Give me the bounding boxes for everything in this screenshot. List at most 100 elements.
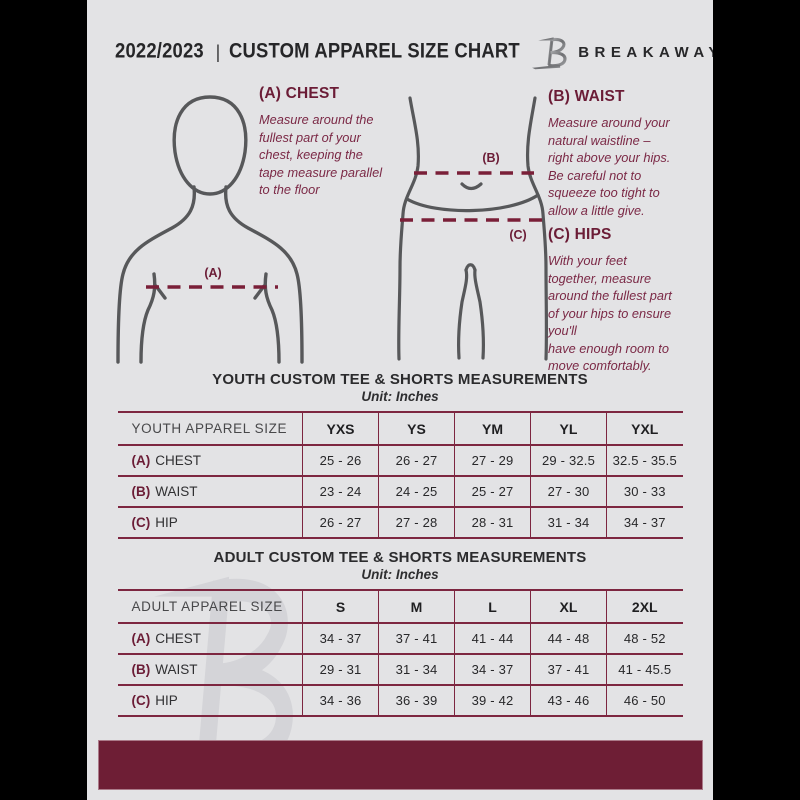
adult-size-m: M: [378, 590, 455, 623]
row-name: WAIST: [155, 484, 198, 499]
navel-curve: [460, 182, 483, 191]
row-label-chest: (A) CHEST: [118, 623, 303, 654]
row-name: WAIST: [155, 662, 198, 677]
adult-size-2xl: 2XL: [606, 590, 683, 623]
table-cell: 39 - 42: [454, 685, 531, 716]
waist-instruction-block: (B) WAIST Measure around your natural wa…: [548, 88, 704, 219]
adult-table-header-row: ADULT APPAREL SIZE S M L XL 2XL: [117, 590, 683, 623]
youth-measurements-section: YOUTH CUSTOM TEE & SHORTS MEASUREMENTS U…: [87, 371, 713, 539]
right-shoulder-line: [223, 185, 304, 364]
table-cell: 37 - 41: [530, 654, 607, 685]
hips-measure-label: (C): [509, 228, 526, 242]
row-prefix: (A): [131, 631, 151, 646]
table-cell: 41 - 45.5: [606, 654, 683, 685]
row-prefix: (B): [131, 662, 151, 677]
chest-heading: (A) CHEST: [259, 85, 340, 102]
adult-waist-row: (B) WAIST 29 - 31 31 - 34 34 - 37 37 - 41…: [117, 654, 683, 685]
table-cell: 36 - 39: [378, 685, 455, 716]
table-cell: 34 - 37: [454, 654, 531, 685]
breakaway-b-logo-icon: [532, 37, 567, 70]
table-cell: 43 - 46: [530, 685, 607, 716]
head-outline: [172, 95, 248, 196]
table-cell: 29 - 32.5: [530, 445, 607, 476]
table-cell: 31 - 34: [378, 654, 455, 685]
hips-instruction-block: (C) HIPS With your feet together, measur…: [548, 226, 708, 375]
waist-heading: (B) WAIST: [548, 88, 625, 105]
table-cell: 48 - 52: [606, 623, 683, 654]
adult-chest-row: (A) CHEST 34 - 37 37 - 41 41 - 44 44 - 48…: [117, 623, 683, 654]
row-name: HIP: [155, 515, 178, 530]
adult-size-table: ADULT APPAREL SIZE S M L XL 2XL (A) CHEST…: [117, 589, 683, 717]
row-prefix: (C): [131, 693, 151, 708]
season-label: 2022/2023: [115, 39, 204, 64]
brand-name: BREAKAWAY: [578, 43, 713, 61]
table-cell: 23 - 24: [302, 476, 379, 507]
table-cell: 25 - 27: [454, 476, 531, 507]
youth-size-table: YOUTH APPAREL SIZE YXS YS YM YL YXL (A) C…: [117, 411, 683, 539]
adult-unit-label: Unit: Inches: [361, 567, 439, 582]
table-cell: 30 - 33: [606, 476, 683, 507]
hips-heading: (C) HIPS: [548, 226, 612, 243]
youth-unit-label: Unit: Inches: [361, 389, 439, 404]
adult-measurements-section: ADULT CUSTOM TEE & SHORTS MEASUREMENTS U…: [87, 549, 713, 717]
youth-size-yxl: YXL: [606, 412, 683, 445]
measurement-diagram-section: (A) (B) (C) (A) CHEST: [87, 78, 713, 373]
adult-size-xl: XL: [530, 590, 607, 623]
hips-instruction-text: With your feet together, measure around …: [548, 253, 672, 374]
table-cell: 26 - 27: [302, 507, 379, 538]
row-label-chest: (A) CHEST: [118, 445, 303, 476]
adult-size-column-header: ADULT APPAREL SIZE: [131, 599, 283, 614]
row-prefix: (C): [131, 515, 151, 530]
title-separator: |: [215, 41, 221, 62]
adult-size-l: L: [454, 590, 531, 623]
table-cell: 37 - 41: [378, 623, 455, 654]
chest-instruction-block: (A) CHEST Measure around the fullest par…: [259, 85, 405, 199]
youth-waist-row: (B) WAIST 23 - 24 24 - 25 25 - 27 27 - 30…: [117, 476, 683, 507]
size-chart-page: 2022/2023 | CUSTOM APPAREL SIZE CHART: [87, 0, 713, 800]
left-body-line: [397, 96, 420, 361]
table-cell: 41 - 44: [454, 623, 531, 654]
waist-instruction-text: Measure around your natural waistline – …: [548, 115, 671, 218]
youth-size-yxs: YXS: [302, 412, 379, 445]
chest-instruction-text: Measure around the fullest part of your …: [259, 112, 383, 198]
table-cell: 25 - 26: [302, 445, 379, 476]
adult-size-s: S: [302, 590, 379, 623]
table-cell: 27 - 28: [378, 507, 455, 538]
hip-waistband-curve: [405, 193, 540, 213]
adult-section-title: ADULT CUSTOM TEE & SHORTS MEASUREMENTS: [213, 549, 587, 566]
chest-measure-label: (A): [204, 266, 221, 280]
crotch-peak: [464, 263, 477, 272]
table-cell: 34 - 36: [302, 685, 379, 716]
right-inner-leg-line: [473, 268, 485, 360]
table-cell: 24 - 25: [378, 476, 455, 507]
left-shoulder-line: [116, 185, 197, 364]
youth-size-ym: YM: [454, 412, 531, 445]
table-cell: 44 - 48: [530, 623, 607, 654]
youth-section-title: YOUTH CUSTOM TEE & SHORTS MEASUREMENTS: [212, 371, 588, 388]
table-cell: 27 - 29: [454, 445, 531, 476]
table-cell: 26 - 27: [378, 445, 455, 476]
row-label-waist: (B) WAIST: [118, 654, 303, 685]
waist-measure-label: (B): [482, 151, 499, 165]
row-prefix: (A): [131, 453, 151, 468]
table-cell: 46 - 50: [606, 685, 683, 716]
row-name: CHEST: [155, 453, 202, 468]
youth-size-ys: YS: [378, 412, 455, 445]
row-label-waist: (B) WAIST: [118, 476, 303, 507]
youth-chest-row: (A) CHEST 25 - 26 26 - 27 27 - 29 29 - 32…: [117, 445, 683, 476]
brand-lockup: BREAKAWAY: [529, 33, 713, 71]
footer-accent-bar: [98, 740, 703, 790]
row-label-hip: (C) HIP: [118, 685, 303, 716]
youth-hip-row: (C) HIP 26 - 27 27 - 28 28 - 31 31 - 34 3…: [117, 507, 683, 538]
table-cell: 28 - 31: [454, 507, 531, 538]
page-title: 2022/2023 | CUSTOM APPAREL SIZE CHART: [115, 39, 529, 64]
upper-torso-figure: (A): [116, 95, 304, 364]
youth-size-yl: YL: [530, 412, 607, 445]
lower-torso-figure: (B) (C): [397, 96, 549, 361]
page-header: 2022/2023 | CUSTOM APPAREL SIZE CHART: [87, 0, 713, 78]
table-cell: 34 - 37: [302, 623, 379, 654]
youth-table-header-row: YOUTH APPAREL SIZE YXS YS YM YL YXL: [117, 412, 683, 445]
table-cell: 27 - 30: [530, 476, 607, 507]
table-cell: 34 - 37: [606, 507, 683, 538]
adult-hip-row: (C) HIP 34 - 36 36 - 39 39 - 42 43 - 46 4…: [117, 685, 683, 716]
